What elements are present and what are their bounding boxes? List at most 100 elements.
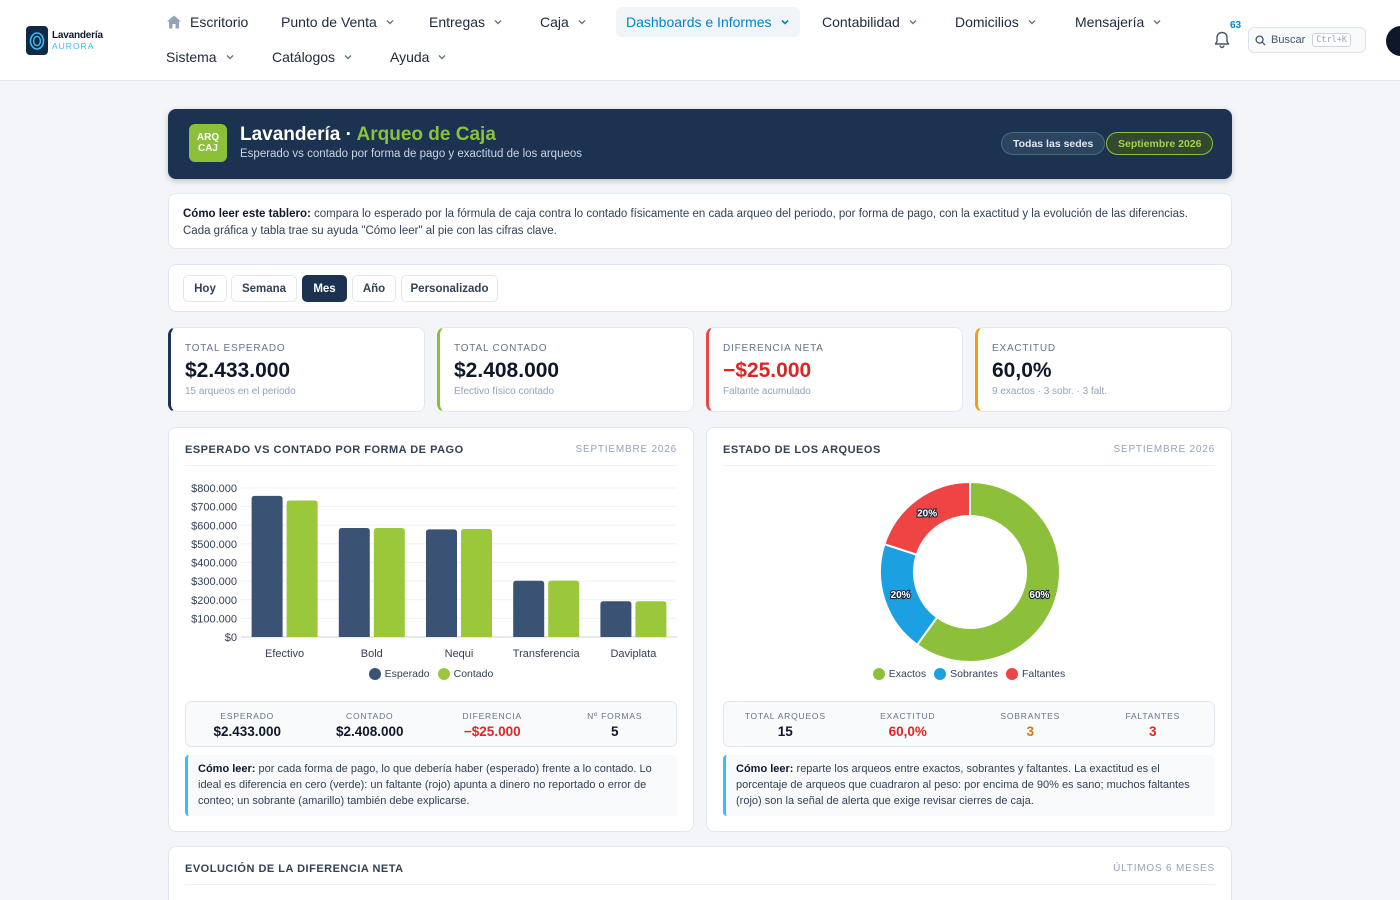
user-avatar[interactable] (1386, 26, 1400, 56)
nav-contabilidad[interactable]: Contabilidad (812, 7, 928, 37)
nav-dashboards-informes[interactable]: Dashboards e Informes (616, 7, 800, 37)
filter-hoy[interactable]: Hoy (183, 275, 227, 302)
filter-semana[interactable]: Semana (231, 275, 297, 302)
dashboard-badge: ARQ CAJ (189, 124, 227, 162)
stat-label: CONTADO (346, 711, 394, 721)
badge-line-1: ARQ (196, 132, 220, 143)
legend-label: Esperado (384, 668, 430, 680)
kpi-label: DIFERENCIA NETA (723, 343, 824, 354)
slice-exactos (915, 480, 1061, 663)
sede-selector[interactable]: Todas las sedes (1001, 132, 1106, 155)
chevron-down-icon (578, 20, 586, 25)
title-prefix: Lavandería · (240, 124, 357, 145)
stat-value: 15 (777, 724, 793, 739)
y-tick-label: $200.000 (191, 595, 237, 607)
stat-value: 5 (610, 724, 619, 739)
kpi-note: Efectivo físico contado (454, 386, 555, 397)
legend-item-exactos[interactable]: Exactos (872, 668, 926, 680)
bell-icon[interactable] (1212, 30, 1232, 50)
stat-total-arqueos: TOTAL ARQUEOS 15 (724, 702, 847, 746)
y-tick-label: $400.000 (191, 558, 237, 570)
legend-swatch (1006, 668, 1019, 680)
stat-faltantes: FALTANTES 3 (1092, 702, 1215, 746)
bar-chart: $0 $100.000 $200.000 $300.000 $400.000 $500.0… (191, 483, 677, 660)
nav-caja[interactable]: Caja (530, 7, 597, 37)
nav-label: Mensajería (1075, 14, 1145, 30)
kpi-total-esperado: TOTAL ESPERADO $2.433.000 15 arqueos en … (168, 327, 425, 412)
nav-label: Catálogos (272, 49, 336, 65)
search-button[interactable]: Buscar Ctrl+K (1248, 27, 1366, 53)
legend-item-contado[interactable]: Contado (437, 668, 493, 680)
brand-logo[interactable]: Lavandería AURORA (26, 26, 106, 56)
nav-label: Sistema (166, 49, 217, 65)
kpi-label: TOTAL ESPERADO (185, 343, 286, 354)
kpi-exactitud: EXACTITUD 60,0% 9 exactos · 3 sobr. · 3 … (975, 327, 1232, 412)
nav-entregas[interactable]: Entregas (419, 7, 513, 37)
legend-swatch (934, 668, 947, 680)
info-text: compara lo esperado por la fórmula de ca… (183, 208, 1188, 237)
stat-value: $2.433.000 (213, 724, 282, 739)
kpi-diferencia-neta: DIFERENCIA NETA −$25.000 Faltante acumul… (706, 327, 963, 412)
legend-label: Sobrantes (950, 668, 999, 680)
period-badge[interactable]: Septiembre 2026 (1106, 132, 1214, 155)
panel-period: ÚLTIMOS 6 MESES (1113, 863, 1215, 874)
chevron-down-icon (909, 20, 917, 25)
period-filter: Hoy Semana Mes Año Personalizado (168, 264, 1232, 312)
nav-escritorio[interactable]: Escritorio (156, 7, 258, 37)
howto-text: por cada forma de pago, lo que debería h… (198, 763, 652, 807)
stat-label: Nº FORMAS (587, 711, 643, 721)
search-icon (1255, 34, 1266, 46)
slice-label: 60% (1029, 590, 1049, 601)
kpi-note: 9 exactos · 3 sobr. · 3 falt. (992, 386, 1108, 397)
donut-summary-stats: TOTAL ARQUEOS 15 EXACTITUD 60,0% SOBRANTES… (723, 701, 1215, 747)
nav-catalogos[interactable]: Catálogos (262, 42, 363, 72)
filter-ano[interactable]: Año (352, 275, 396, 302)
panel-period: SEPTIEMBRE 2026 (575, 444, 677, 455)
legend-item-esperado[interactable]: Esperado (368, 668, 430, 680)
chevron-down-icon (226, 55, 234, 60)
net-difference-trend-panel: EVOLUCIÓN DE LA DIFERENCIA NETA ÚLTIMOS … (168, 846, 1232, 900)
panel-header: ESPERADO VS CONTADO POR FORMA DE PAGO SE… (185, 444, 677, 466)
page-subtitle: Esperado vs contado por forma de pago y … (240, 148, 583, 160)
slice-label: 20% (891, 590, 911, 601)
kpi-note: 15 arqueos en el periodo (185, 386, 296, 397)
chevron-down-icon (386, 20, 394, 25)
nav-label: Ayuda (390, 49, 430, 65)
nav-ayuda[interactable]: Ayuda (380, 42, 457, 72)
kpi-value: $2.408.000 (454, 359, 560, 382)
top-navbar: Lavandería AURORA Escritorio Punto de Ve… (0, 0, 1400, 81)
nav-label: Escritorio (190, 14, 249, 30)
nav-label: Punto de Venta (281, 14, 377, 30)
legend-swatch (437, 668, 450, 680)
donut-chart: 60% 20% 20% (879, 480, 1061, 663)
nav-punto-de-venta[interactable]: Punto de Venta (271, 7, 405, 37)
howto-lead: Cómo leer: (198, 763, 256, 775)
filter-mes[interactable]: Mes (302, 275, 347, 302)
stat-sobrantes: SOBRANTES 3 (969, 702, 1092, 746)
kpi-value: 60,0% (992, 359, 1052, 382)
nav-sistema[interactable]: Sistema (156, 42, 245, 72)
kpi-label: EXACTITUD (992, 343, 1056, 354)
bar-contado-nequi (461, 528, 492, 637)
notification-count-badge: 63 (1230, 20, 1242, 31)
how-to-read-box: Cómo leer este tablero: compara lo esper… (168, 193, 1232, 249)
kpi-total-contado: TOTAL CONTADO $2.408.000 Efectivo físico… (437, 327, 694, 412)
nav-domicilios[interactable]: Domicilios (945, 7, 1047, 37)
brand-name: Lavandería (52, 30, 103, 41)
donut-how-to-read: Cómo leer: reparte los arqueos entre exa… (723, 755, 1215, 816)
stat-value: 60,0% (888, 724, 927, 739)
panel-header: EVOLUCIÓN DE LA DIFERENCIA NETA ÚLTIMOS … (185, 863, 1215, 885)
stat-exactitud: EXACTITUD 60,0% (847, 702, 970, 746)
nav-mensajeria[interactable]: Mensajería (1065, 7, 1172, 37)
chevron-down-icon (438, 55, 446, 60)
nav-label: Contabilidad (822, 14, 900, 30)
chevron-down-icon (1028, 20, 1036, 25)
legend-item-faltantes[interactable]: Faltantes (1006, 668, 1065, 680)
legend-item-sobrantes[interactable]: Sobrantes (934, 668, 998, 680)
y-tick-label: $700.000 (191, 502, 237, 514)
bar-contado-daviplata (635, 601, 667, 637)
x-tick-label: Nequi (445, 648, 474, 660)
x-tick-label: Bold (361, 648, 383, 660)
donut-chart-legend: Exactos Sobrantes Faltantes (707, 668, 1231, 680)
filter-personalizado[interactable]: Personalizado (401, 275, 498, 302)
